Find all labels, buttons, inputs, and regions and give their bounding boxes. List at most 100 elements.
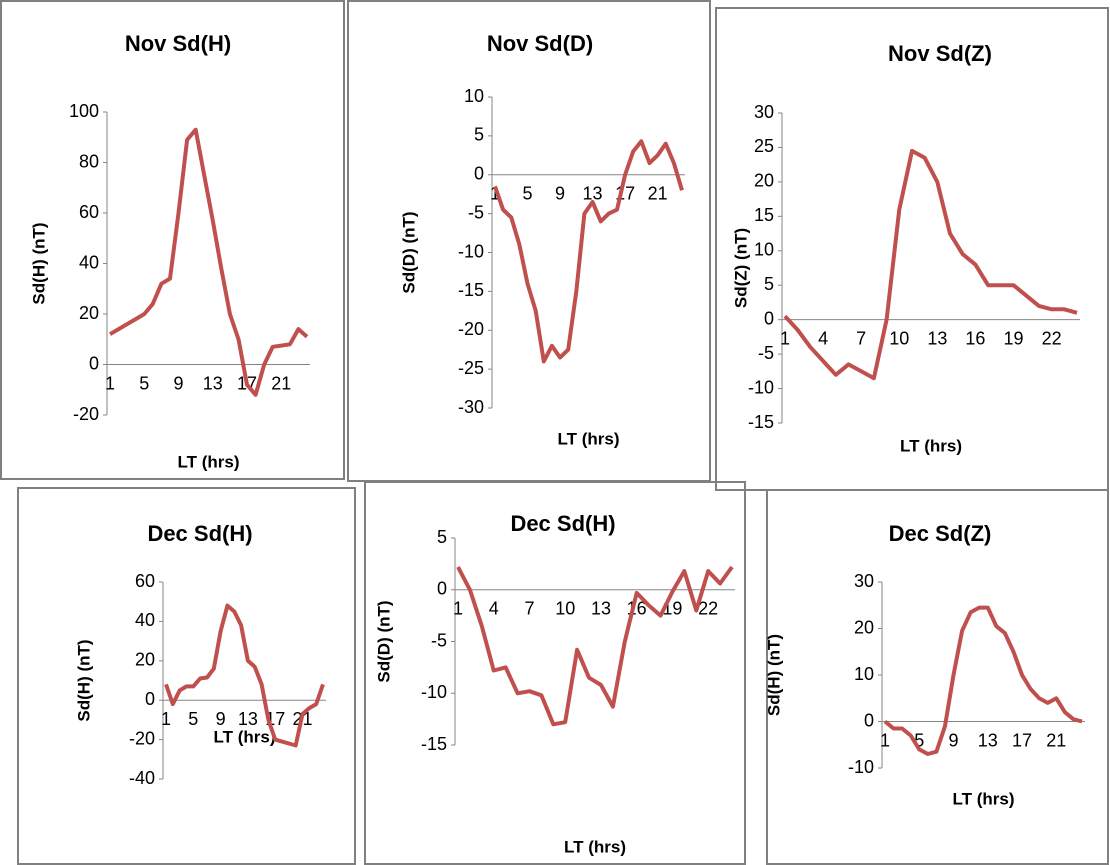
y-tick-label: -25 — [458, 358, 484, 378]
y-tick-label: -10 — [748, 377, 774, 397]
y-tick-label: -40 — [129, 768, 155, 788]
x-tick-label: 1 — [490, 184, 500, 204]
y-axis-label: Sd(D) (nT) — [399, 211, 418, 293]
y-tick-label: 0 — [764, 308, 774, 328]
x-tick-label: 19 — [1004, 328, 1024, 348]
y-tick-label: 0 — [474, 164, 484, 184]
y-tick-label: -10 — [848, 757, 874, 777]
x-tick-label: 13 — [591, 599, 611, 619]
y-tick-label: 20 — [754, 171, 774, 191]
x-tick-label: 13 — [238, 709, 258, 729]
y-axis-label: Sd(H) (nT) — [74, 639, 93, 721]
y-tick-label: -15 — [748, 412, 774, 432]
chart-title: Nov Sd(D) — [487, 31, 593, 56]
chart-title: Dec Sd(Z) — [889, 521, 992, 546]
data-line — [456, 565, 734, 727]
x-axis-label: LT (hrs) — [557, 429, 619, 448]
y-tick-label: 0 — [864, 710, 874, 730]
x-tick-label: 9 — [949, 730, 959, 750]
x-tick-label: 4 — [818, 328, 828, 348]
y-tick-label: -15 — [421, 734, 447, 754]
y-tick-label: -5 — [468, 202, 484, 222]
data-line — [108, 127, 309, 397]
chart-title: Nov Sd(Z) — [888, 41, 992, 66]
x-tick-label: 9 — [555, 184, 565, 204]
x-tick-label: 21 — [648, 184, 668, 204]
x-tick-label: 9 — [216, 709, 226, 729]
x-tick-label: 1 — [105, 373, 115, 393]
y-tick-label: 10 — [754, 240, 774, 260]
y-tick-label: 5 — [437, 527, 447, 547]
data-line — [883, 605, 1083, 756]
y-tick-label: 40 — [135, 610, 155, 630]
y-tick-label: -20 — [73, 404, 99, 424]
x-tick-label: 5 — [914, 730, 924, 750]
x-tick-label: 7 — [856, 328, 866, 348]
y-tick-label: -20 — [458, 319, 484, 339]
y-axis-label: Sd(H) (nT) — [29, 222, 48, 304]
y-tick-label: -15 — [458, 280, 484, 300]
y-tick-label: 5 — [764, 274, 774, 294]
data-line — [783, 148, 1078, 381]
x-tick-label: 1 — [880, 730, 890, 750]
x-tick-label: 1 — [780, 328, 790, 348]
y-tick-label: 20 — [854, 617, 874, 637]
x-tick-label: 5 — [523, 184, 533, 204]
y-tick-label: 0 — [145, 689, 155, 709]
x-tick-label: 5 — [139, 373, 149, 393]
x-tick-label: 7 — [524, 599, 534, 619]
y-tick-label: -20 — [129, 728, 155, 748]
panel-border — [17, 487, 356, 865]
x-tick-label: 17 — [1012, 730, 1032, 750]
x-tick-label: 9 — [174, 373, 184, 393]
chart-title: Dec Sd(H) — [147, 521, 252, 546]
y-tick-label: 60 — [79, 202, 99, 222]
panel-border — [715, 7, 1109, 491]
x-axis-label: LT (hrs) — [952, 789, 1014, 808]
x-tick-label: 1 — [453, 599, 463, 619]
x-tick-label: 10 — [555, 599, 575, 619]
data-line — [164, 603, 325, 748]
y-tick-label: 0 — [89, 353, 99, 373]
x-tick-label: 16 — [965, 328, 985, 348]
x-tick-label: 22 — [698, 599, 718, 619]
chart-title: Nov Sd(H) — [125, 31, 231, 56]
y-tick-label: 60 — [135, 571, 155, 591]
x-tick-label: 13 — [927, 328, 947, 348]
panel-border — [364, 481, 746, 865]
x-tick-label: 10 — [889, 328, 909, 348]
y-tick-label: 20 — [79, 303, 99, 323]
y-tick-label: -10 — [421, 682, 447, 702]
x-tick-label: 4 — [489, 599, 499, 619]
x-tick-label: 21 — [1046, 730, 1066, 750]
y-axis-label: Sd(Z) (nT) — [731, 228, 750, 308]
y-tick-label: 10 — [464, 86, 484, 106]
y-tick-label: -10 — [458, 241, 484, 261]
y-tick-label: 10 — [854, 664, 874, 684]
x-tick-label: 1 — [161, 709, 171, 729]
y-tick-label: 30 — [854, 571, 874, 591]
y-tick-label: -5 — [758, 343, 774, 363]
y-tick-label: 0 — [437, 579, 447, 599]
chart-title: Dec Sd(H) — [510, 511, 615, 536]
panel-border — [766, 489, 1109, 865]
x-tick-label: 21 — [271, 373, 291, 393]
y-tick-label: 25 — [754, 136, 774, 156]
y-tick-label: 20 — [135, 650, 155, 670]
y-axis-label: Sd(H) (nT) — [764, 634, 783, 716]
x-axis-label: LT (hrs) — [564, 837, 626, 856]
y-tick-label: 40 — [79, 252, 99, 272]
x-axis-label: LT (hrs) — [213, 727, 275, 746]
x-axis-label: LT (hrs) — [177, 452, 239, 471]
x-tick-label: 13 — [203, 373, 223, 393]
x-axis-label: LT (hrs) — [900, 436, 962, 455]
y-tick-label: -5 — [431, 630, 447, 650]
panel-border — [0, 0, 345, 480]
y-tick-label: -30 — [458, 397, 484, 417]
y-axis-label: Sd(D) (nT) — [374, 600, 393, 682]
x-tick-label: 13 — [583, 184, 603, 204]
y-tick-label: 80 — [79, 151, 99, 171]
x-tick-label: 13 — [978, 730, 998, 750]
